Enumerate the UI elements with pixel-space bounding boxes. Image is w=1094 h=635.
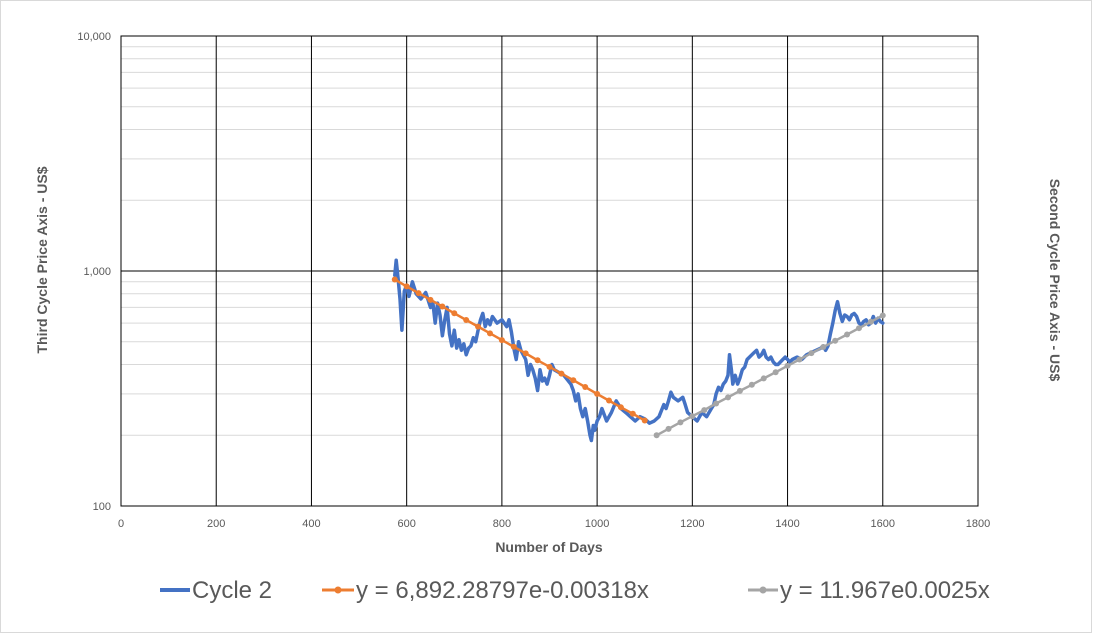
legend-label-cycle2: Cycle 2	[192, 577, 272, 604]
gray-fit-marker	[713, 400, 720, 407]
orange-fit-marker	[534, 357, 541, 364]
legend-item-cycle2: Cycle 2	[160, 577, 272, 604]
x-axis-title: Number of Days	[495, 539, 603, 555]
orange-fit-marker	[606, 397, 613, 404]
gray-fit-marker	[736, 387, 743, 394]
x-tick-label: 1600	[871, 518, 895, 530]
gray-fit-marker	[879, 312, 886, 319]
gray-fit-marker	[725, 394, 732, 401]
gray-fit-marker	[820, 343, 827, 350]
y-tick-label: 10,000	[77, 31, 111, 43]
orange-fit-marker	[570, 377, 577, 384]
x-axis-ticks: 0 200 400 600 800 1000 1200 1400 1600 1800	[118, 518, 990, 530]
secondary-y-axis-title: Second Cycle Price Axis - US$	[1047, 179, 1063, 382]
x-tick-label: 1200	[680, 518, 704, 530]
gray-fit-marker	[796, 356, 803, 363]
x-tick-label: 600	[397, 518, 415, 530]
orange-fit-marker	[451, 310, 458, 317]
x-tick-label: 1400	[775, 518, 799, 530]
gray-fit-marker	[844, 331, 851, 338]
gray-fit-marker	[653, 432, 660, 439]
gray-fit-marker	[689, 413, 696, 420]
x-tick-label: 200	[207, 518, 225, 530]
legend-item-orange-fit: y = 6,892.28797e-0.00318x	[322, 577, 649, 604]
orange-fit-marker	[427, 296, 434, 303]
gray-fit-marker	[784, 362, 791, 369]
orange-fit-line	[393, 278, 646, 422]
plot-border	[120, 35, 979, 507]
gray-fit-marker	[832, 337, 839, 344]
orange-fit-marker	[510, 343, 517, 350]
x-tick-label: 800	[493, 518, 511, 530]
legend-marker-orange-fit	[334, 586, 342, 594]
orange-fit-marker	[391, 276, 398, 283]
gray-fit-marker	[748, 381, 755, 388]
legend-marker-gray-fit	[759, 586, 767, 594]
gray-fit-marker	[665, 425, 672, 432]
orange-fit-marker	[403, 283, 410, 290]
cycle2-line	[393, 258, 885, 443]
gray-fit-marker	[867, 318, 874, 325]
orange-fit-marker	[486, 330, 493, 337]
orange-fit-marker	[415, 290, 422, 297]
orange-fit-marker	[594, 390, 601, 397]
x-tick-label: 1800	[966, 518, 990, 530]
gray-fit-marker	[701, 407, 708, 414]
legend-label-orange-fit: y = 6,892.28797e-0.00318x	[356, 577, 649, 604]
series-layer	[391, 258, 886, 443]
legend: Cycle 2 y = 6,892.28797e-0.00318x y = 11…	[160, 577, 990, 604]
y-tick-label: 1,000	[83, 266, 111, 278]
orange-fit-marker	[439, 303, 446, 310]
x-tick-label: 400	[302, 518, 320, 530]
orange-fit-marker	[522, 350, 529, 357]
gray-fit-marker	[760, 375, 767, 382]
orange-fit-marker	[475, 323, 482, 330]
y-tick-label: 100	[93, 501, 111, 513]
x-tick-label: 1000	[585, 518, 609, 530]
orange-fit-marker	[463, 316, 470, 323]
x-tick-label: 0	[118, 518, 124, 530]
orange-fit-marker	[629, 410, 636, 417]
orange-fit-marker	[641, 417, 648, 424]
orange-fit-marker	[546, 363, 553, 370]
plot-area	[120, 35, 979, 507]
legend-label-gray-fit: y = 11.967e0.0025x	[780, 577, 990, 604]
gray-fit-marker	[772, 369, 779, 376]
y-axis-title: Third Cycle Price Axis - US$	[34, 166, 50, 353]
orange-fit-marker	[582, 383, 589, 390]
orange-fit-marker	[498, 337, 505, 344]
gray-fit-marker	[855, 325, 862, 332]
legend-item-gray-fit: y = 11.967e0.0025x	[748, 577, 990, 604]
gray-fit-marker	[677, 419, 684, 426]
orange-fit-marker	[617, 404, 624, 411]
orange-fit-marker	[558, 370, 565, 377]
gray-fit-marker	[808, 350, 815, 357]
y-axis-ticks: 100 1,000 10,000	[77, 31, 111, 513]
